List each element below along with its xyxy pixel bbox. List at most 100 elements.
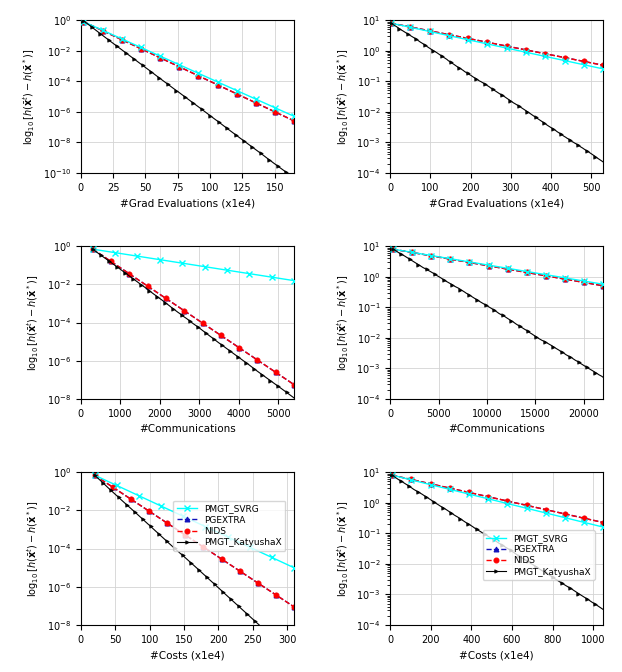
NIDS	[199, 319, 207, 327]
PMGT_SVRG	[465, 490, 473, 498]
PGEXTRA	[409, 249, 416, 257]
NIDS	[200, 543, 207, 551]
PMGT_SVRG	[580, 60, 588, 69]
PMGT_SVRG	[409, 249, 416, 257]
PMGT_SVRG	[484, 40, 491, 48]
PMGT_KatyushaX	[522, 326, 529, 334]
Y-axis label: $\log_{10}[h(\bar{\mathbf{x}}^t) - h(\bar{\mathbf{x}}^*)]$: $\log_{10}[h(\bar{\mathbf{x}}^t) - h(\ba…	[21, 48, 37, 144]
NIDS	[542, 50, 549, 58]
PGEXTRA	[162, 294, 170, 302]
NIDS	[109, 483, 116, 491]
PMGT_SVRG	[268, 554, 276, 562]
PMGT_KatyushaX	[600, 374, 607, 382]
PGEXTRA	[388, 471, 396, 479]
PMGT_KatyushaX	[458, 286, 465, 294]
PMGT_KatyushaX	[149, 69, 156, 77]
PMGT_KatyushaX	[542, 569, 549, 577]
NIDS	[485, 262, 493, 270]
PGEXTRA	[485, 493, 492, 501]
PGEXTRA	[164, 519, 171, 527]
NIDS	[522, 46, 530, 54]
X-axis label: #Communications: #Communications	[448, 424, 545, 434]
Line: PMGT_KatyushaX: PMGT_KatyushaX	[389, 22, 605, 164]
PGEXTRA	[199, 319, 207, 327]
PGEXTRA	[484, 38, 491, 46]
Y-axis label: $\log_{10}[h(\bar{\mathbf{x}}^t) - h(\bar{\mathbf{x}}^*)]$: $\log_{10}[h(\bar{\mathbf{x}}^t) - h(\ba…	[335, 275, 351, 370]
PMGT_KatyushaX	[471, 74, 479, 82]
PMGT_SVRG	[290, 564, 298, 572]
NIDS	[252, 99, 259, 107]
PMGT_SVRG	[179, 259, 186, 267]
NIDS	[580, 278, 588, 286]
PMGT_SVRG	[223, 266, 231, 274]
PMGT_KatyushaX	[163, 79, 170, 87]
PMGT_SVRG	[134, 252, 141, 260]
PMGT_SVRG	[290, 277, 298, 285]
X-axis label: #Grad Evaluations (x1e4): #Grad Evaluations (x1e4)	[120, 198, 255, 208]
PMGT_KatyushaX	[457, 65, 464, 73]
NIDS	[164, 519, 171, 527]
NIDS	[561, 510, 569, 518]
NIDS	[580, 57, 588, 65]
PMGT_SVRG	[465, 36, 472, 44]
PMGT_KatyushaX	[472, 525, 480, 533]
Line: NIDS: NIDS	[90, 247, 297, 387]
PGEXTRA	[107, 257, 114, 265]
Y-axis label: $\log_{10}[h(\bar{\mathbf{x}}^t) - h(\bar{\mathbf{x}}^*)]$: $\log_{10}[h(\bar{\mathbf{x}}^t) - h(\ba…	[26, 501, 42, 597]
NIDS	[426, 27, 434, 35]
PMGT_SVRG	[290, 112, 298, 120]
X-axis label: #Costs (x1e4): #Costs (x1e4)	[460, 650, 534, 660]
PMGT_SVRG	[542, 52, 549, 60]
PGEXTRA	[447, 255, 454, 263]
PGEXTRA	[465, 489, 473, 497]
PMGT_SVRG	[406, 24, 414, 32]
NIDS	[127, 495, 134, 503]
NIDS	[254, 579, 262, 587]
PMGT_SVRG	[580, 277, 588, 285]
NIDS	[146, 507, 153, 515]
PGEXTRA	[562, 275, 569, 283]
PGEXTRA	[272, 368, 279, 376]
NIDS	[162, 294, 170, 302]
NIDS	[99, 27, 106, 35]
PMGT_SVRG	[175, 60, 183, 69]
NIDS	[272, 368, 279, 376]
PMGT_SVRG	[522, 48, 530, 56]
NIDS	[542, 505, 549, 513]
PGEXTRA	[200, 543, 207, 551]
NIDS	[233, 90, 240, 98]
PMGT_KatyushaX	[541, 337, 549, 345]
PGEXTRA	[290, 380, 298, 388]
NIDS	[182, 531, 189, 539]
NIDS	[503, 42, 511, 50]
NIDS	[409, 249, 416, 257]
Line: NIDS: NIDS	[389, 21, 606, 68]
PGEXTRA	[126, 269, 133, 278]
PGEXTRA	[118, 36, 126, 44]
NIDS	[89, 245, 96, 253]
NIDS	[447, 255, 454, 263]
PMGT_SVRG	[91, 471, 98, 479]
NIDS	[290, 380, 298, 388]
PGEXTRA	[600, 61, 607, 69]
NIDS	[580, 514, 588, 522]
PMGT_SVRG	[201, 263, 208, 271]
Line: PMGT_SVRG: PMGT_SVRG	[388, 20, 606, 72]
PMGT_KatyushaX	[105, 36, 113, 44]
PGEXTRA	[236, 343, 243, 351]
PMGT_KatyushaX	[542, 120, 549, 128]
PMGT_KatyushaX	[113, 263, 121, 271]
PMGT_KatyushaX	[290, 653, 298, 661]
PGEXTRA	[503, 42, 511, 50]
PGEXTRA	[504, 497, 511, 505]
PMGT_KatyushaX	[600, 605, 607, 614]
PMGT_SVRG	[542, 271, 550, 279]
NIDS	[484, 38, 491, 46]
PMGT_KatyushaX	[234, 353, 242, 361]
NIDS	[542, 271, 550, 280]
NIDS	[272, 591, 280, 599]
Line: PGEXTRA: PGEXTRA	[390, 473, 606, 525]
PGEXTRA	[387, 19, 394, 27]
PGEXTRA	[389, 245, 397, 253]
PMGT_SVRG	[485, 495, 492, 503]
